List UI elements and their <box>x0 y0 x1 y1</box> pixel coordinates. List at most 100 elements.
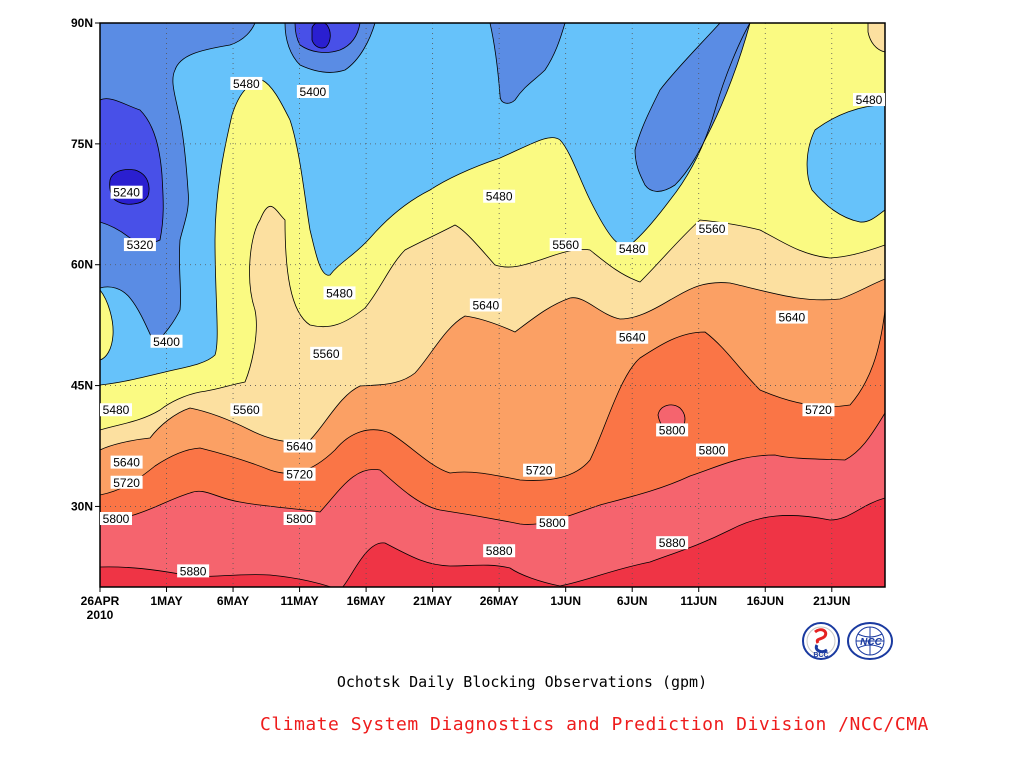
svg-text:5800: 5800 <box>286 512 313 526</box>
contour-line <box>100 23 885 587</box>
y-tick-label: 75N <box>71 137 93 151</box>
svg-text:5480: 5480 <box>103 403 130 417</box>
contour-label: 5800 <box>283 512 316 526</box>
svg-text:5320: 5320 <box>127 238 154 252</box>
contour-label: 5880 <box>483 544 516 558</box>
svg-text:5480: 5480 <box>619 242 646 256</box>
x-year-label: 2010 <box>87 608 114 622</box>
contour-label: 5480 <box>230 76 263 91</box>
credit-line: Climate System Diagnostics and Predictio… <box>260 714 929 735</box>
svg-text:5720: 5720 <box>286 468 313 482</box>
x-tick-label: 11MAY <box>280 594 318 608</box>
contour-line <box>100 23 361 244</box>
y-tick-label: 45N <box>71 379 93 393</box>
svg-text:5560: 5560 <box>552 238 579 252</box>
contour-label: 5800 <box>536 516 569 530</box>
svg-text:5480: 5480 <box>233 77 260 91</box>
svg-text:5640: 5640 <box>779 311 806 325</box>
grid-lines <box>100 23 885 587</box>
band-low-5480-west <box>100 290 114 360</box>
contour-label: 5880 <box>656 536 689 550</box>
bcc-logo-text: BCC <box>813 652 828 659</box>
contour-label: 5720 <box>802 403 835 417</box>
plot-frame <box>99 22 886 588</box>
x-tick-label: 6MAY <box>217 594 249 608</box>
y-tick-label: 60N <box>71 258 93 272</box>
svg-text:5880: 5880 <box>659 536 686 550</box>
contour-line <box>100 23 885 431</box>
contour-line <box>100 23 885 525</box>
x-tick-label: 26MAY <box>480 594 519 608</box>
x-tick-label: 1MAY <box>150 594 182 608</box>
contour-label: 5480 <box>323 286 356 300</box>
svg-text:5640: 5640 <box>286 440 313 454</box>
contour-label: 5480 <box>853 93 885 107</box>
contour-label: 5800 <box>656 423 689 437</box>
contour-labels: 5240 5320 5400 5480 5400 5480 5480 5560 5480 5560… <box>100 76 885 578</box>
svg-text:5800: 5800 <box>699 444 726 458</box>
contour-label: 5560 <box>549 238 582 252</box>
x-tick-label: 6JUN <box>617 594 648 608</box>
contour-label: 5400 <box>150 334 183 349</box>
x-tick-label: 1JUN <box>550 594 581 608</box>
band-5240-5320 <box>100 23 360 243</box>
y-tick-label: 90N <box>71 16 93 30</box>
contour-label: 5640 <box>616 330 649 345</box>
svg-text:5880: 5880 <box>180 564 207 578</box>
x-tick-label: 16JUN <box>747 594 784 608</box>
x-tick-label: 26APR <box>81 594 120 608</box>
contour-line <box>100 23 885 496</box>
svg-text:5400: 5400 <box>300 85 327 99</box>
svg-text:5640: 5640 <box>472 299 499 313</box>
x-tick-label: 16MAY <box>347 594 386 608</box>
contour-label: 5480 <box>483 189 516 204</box>
contour-label: 5560 <box>230 403 263 417</box>
svg-text:5800: 5800 <box>659 423 686 437</box>
contour-label: 5800 <box>696 443 729 458</box>
contour-label: 5800 <box>100 512 132 526</box>
svg-text:5560: 5560 <box>313 347 340 361</box>
ncc-logo-text: NCC <box>860 637 882 648</box>
contour-label: 5480 <box>100 403 132 417</box>
band-5320-5400 <box>100 23 750 345</box>
chart-caption: Ochotsk Daily Blocking Observations (gpm… <box>336 673 708 691</box>
svg-text:5240: 5240 <box>113 186 140 200</box>
svg-text:5720: 5720 <box>113 476 140 490</box>
contour-label: 5640 <box>283 439 316 454</box>
x-tick-label: 21JUN <box>813 594 850 608</box>
bcc-logo: BCC <box>801 621 841 661</box>
contour-label: 5720 <box>523 463 556 478</box>
x-tick-label: 11JUN <box>680 594 717 608</box>
contour-label: 5240 <box>110 185 143 200</box>
contour-label: 5880 <box>177 564 210 578</box>
contour-line <box>100 23 885 386</box>
x-axis-ticks: 26APR 1MAY 6MAY 11MAY 16MAY 21MAY 26MAY 1JUN 6JU… <box>81 587 850 622</box>
svg-text:5640: 5640 <box>113 456 140 470</box>
svg-text:5720: 5720 <box>805 403 832 417</box>
svg-text:5880: 5880 <box>486 544 513 558</box>
contour-label: 5640 <box>110 455 143 470</box>
svg-text:5560: 5560 <box>233 403 260 417</box>
svg-text:5400: 5400 <box>153 335 180 349</box>
contour-label: 5720 <box>283 467 316 482</box>
contour-label: 5560 <box>310 346 343 361</box>
y-tick-label: 30N <box>71 499 93 513</box>
contour-label: 5560 <box>696 221 729 236</box>
svg-text:5720: 5720 <box>526 464 553 478</box>
band-high-5640-topright <box>868 23 885 52</box>
contour-label: 5640 <box>775 310 808 325</box>
contour-line <box>100 289 114 361</box>
y-axis-ticks: 90N 75N 60N 45N 30N <box>71 16 100 513</box>
contour-line <box>100 23 885 451</box>
ncc-logo: NCC <box>846 621 894 661</box>
svg-text:5560: 5560 <box>699 222 726 236</box>
svg-text:5480: 5480 <box>326 286 353 300</box>
svg-text:5800: 5800 <box>103 512 130 526</box>
svg-text:5480: 5480 <box>486 190 513 204</box>
svg-text:5640: 5640 <box>619 331 646 345</box>
svg-text:5480: 5480 <box>856 93 883 107</box>
contour-label: 5480 <box>616 242 649 256</box>
contour-label: 5640 <box>469 298 502 313</box>
x-tick-label: 21MAY <box>413 594 452 608</box>
